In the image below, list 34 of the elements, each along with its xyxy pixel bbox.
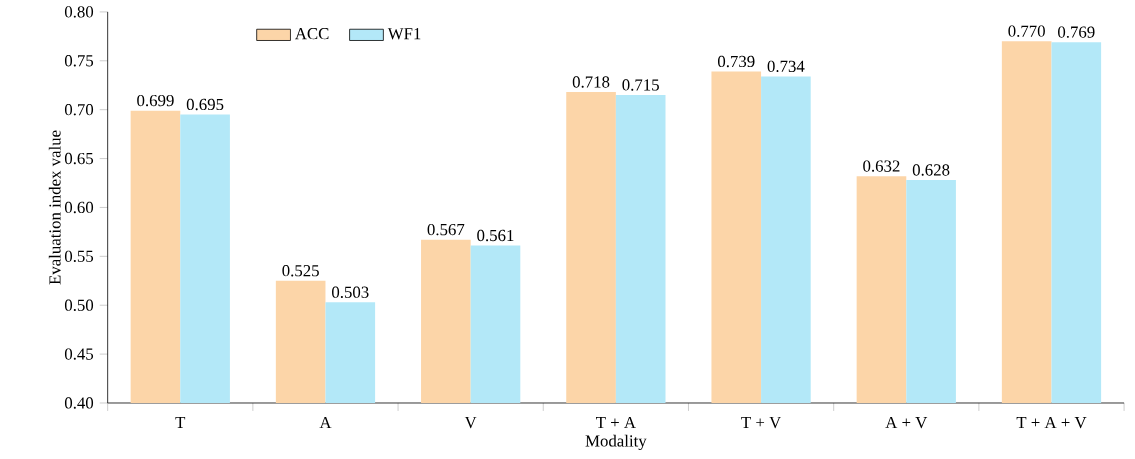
data-label: 0.715 [622, 79, 659, 91]
data-label: 0.734 [767, 60, 805, 73]
y-axis-title: Evaluation index value [48, 130, 61, 285]
y-tick-label: 0.45 [64, 348, 94, 361]
data-label: 0.503 [332, 286, 369, 299]
x-tick-label: V [464, 417, 477, 429]
y-tick-label: 0.40 [64, 397, 94, 409]
y-tick-label: 0.70 [64, 104, 94, 116]
x-tick-label: T + V [741, 417, 782, 429]
data-label: 0.718 [572, 76, 610, 88]
y-tick-label: 0.65 [64, 153, 94, 165]
x-axis-title: Modality [585, 435, 647, 451]
x-tick-label: T [175, 417, 186, 429]
data-label: 0.770 [1008, 25, 1045, 38]
data-label: 0.567 [427, 224, 465, 236]
y-tick-label: 0.80 [64, 6, 94, 18]
y-tick-label: 0.55 [64, 250, 94, 263]
data-label: 0.769 [1058, 26, 1095, 39]
data-label: 0.561 [477, 230, 514, 242]
x-tick-label: T + A [596, 417, 636, 429]
data-label: 0.699 [137, 95, 174, 107]
data-label: 0.632 [863, 160, 900, 173]
legend-label: ACC [294, 28, 329, 40]
x-tick-label: A [319, 417, 332, 429]
y-tick-label: 0.50 [64, 299, 94, 312]
legend-label: WF1 [387, 28, 421, 40]
y-tick-label: 0.75 [64, 55, 94, 67]
data-label: 0.739 [718, 55, 755, 68]
x-tick-label: T + A + V [1016, 417, 1087, 429]
x-tick-label: A + V [885, 417, 928, 429]
data-label: 0.695 [186, 99, 224, 111]
data-label: 0.525 [282, 265, 319, 277]
data-label: 0.628 [912, 164, 950, 176]
y-tick-label: 0.60 [64, 201, 94, 214]
